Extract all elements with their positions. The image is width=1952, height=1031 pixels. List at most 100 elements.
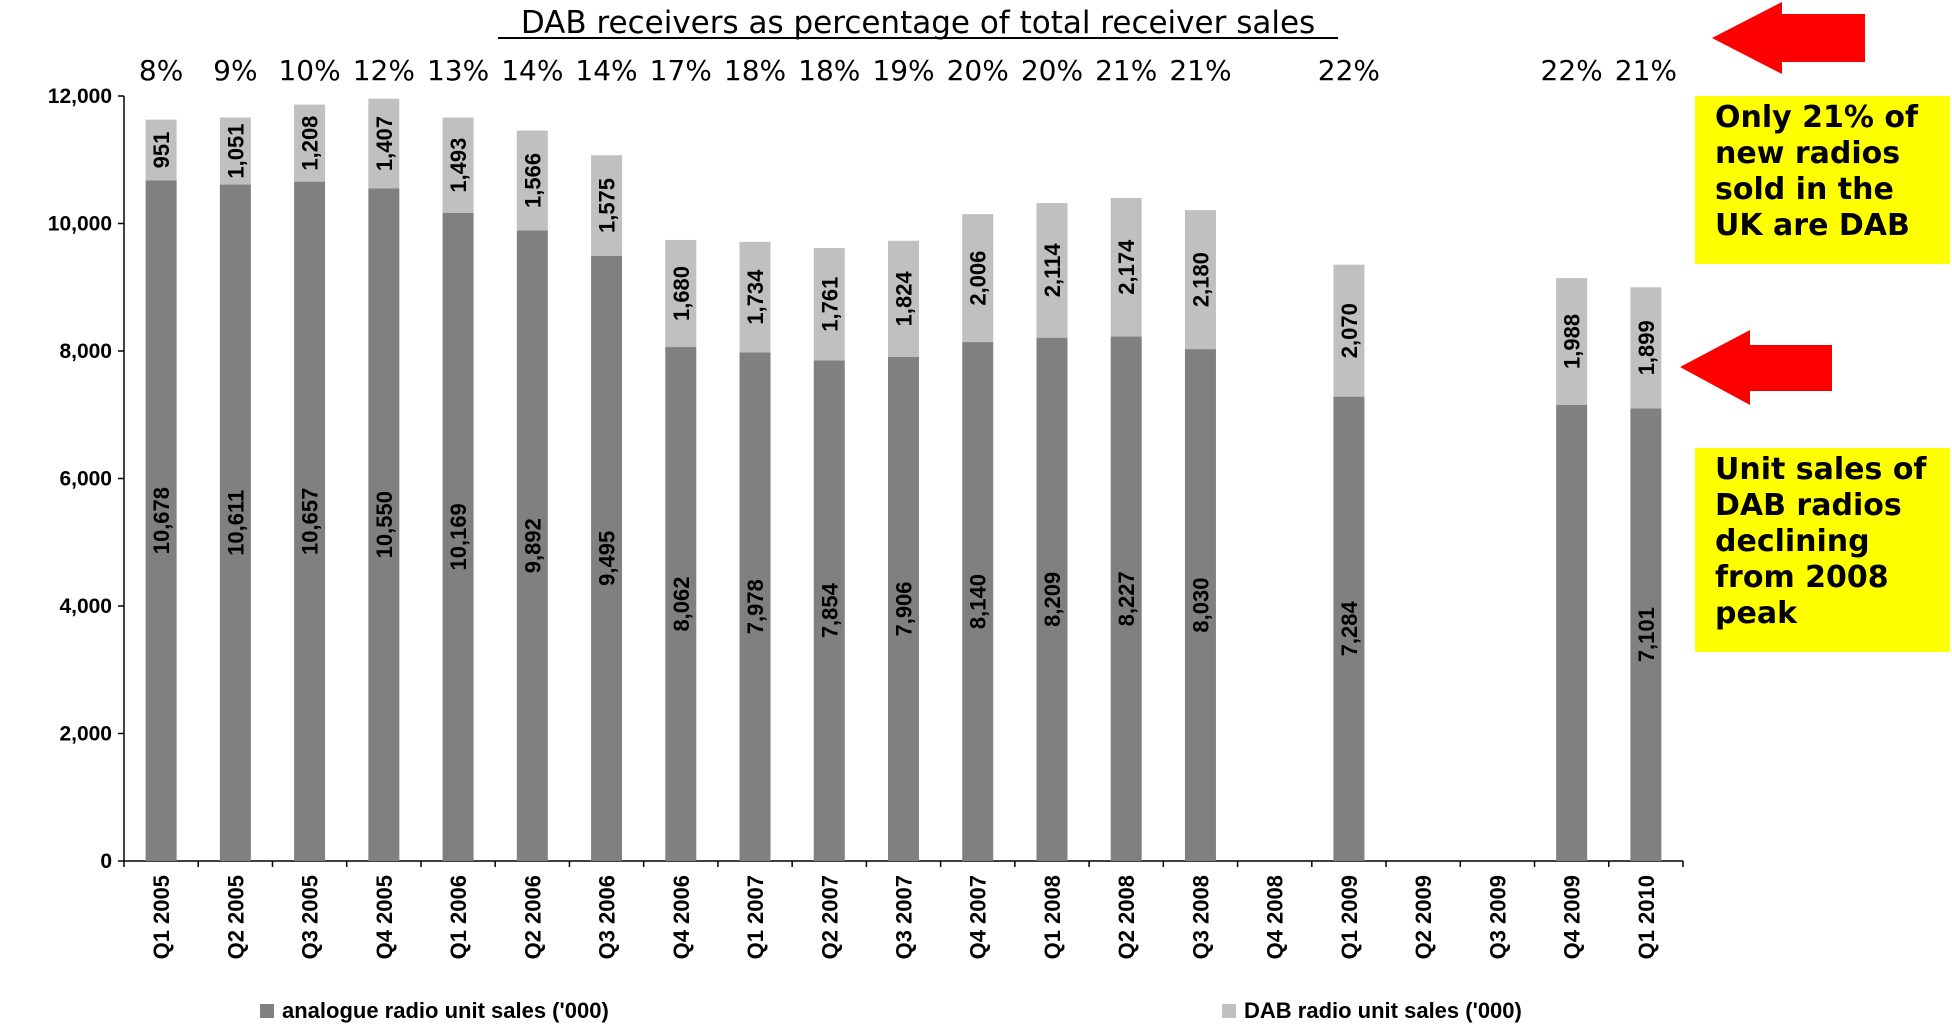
bar-dab <box>888 240 919 357</box>
data-label-analogue: 10,678 <box>149 487 174 554</box>
bar-analogue <box>368 188 400 861</box>
y-tick-label: 0 <box>100 850 112 873</box>
percent-label: 21% <box>1095 54 1157 87</box>
data-label-analogue: 9,892 <box>520 518 545 573</box>
x-tick-label: Q4 2005 <box>372 875 397 959</box>
x-tick-label: Q3 2006 <box>595 875 620 959</box>
data-label-dab: 2,180 <box>1188 252 1213 307</box>
bar-dab <box>962 214 994 343</box>
data-label-dab: 2,174 <box>1114 239 1139 295</box>
data-label-dab: 951 <box>149 132 174 169</box>
bar-analogue <box>591 255 623 862</box>
bar-dab <box>1036 202 1068 338</box>
data-label-analogue: 10,550 <box>372 491 397 558</box>
x-tick-label: Q1 2008 <box>1040 875 1065 959</box>
data-label-dab: 1,493 <box>446 138 471 193</box>
percent-label: 21% <box>1169 54 1231 87</box>
percent-label: 20% <box>1021 54 1083 87</box>
data-label-analogue: 8,227 <box>1114 571 1139 626</box>
data-label-dab: 1,988 <box>1560 314 1585 369</box>
bar-analogue <box>888 356 919 861</box>
bar-analogue <box>145 180 177 862</box>
y-tick-label: 10,000 <box>48 213 112 236</box>
percent-label: 12% <box>353 54 415 87</box>
percent-label: 17% <box>650 54 712 87</box>
percent-label: 8% <box>139 54 183 87</box>
bar-analogue <box>516 230 548 861</box>
bar-dab <box>813 248 845 361</box>
data-label-analogue: 10,169 <box>446 503 471 570</box>
percent-label: 14% <box>501 54 563 87</box>
percent-label: 13% <box>427 54 489 87</box>
x-tick-label: Q2 2009 <box>1411 875 1436 959</box>
callout-dab-share: Only 21% of new radios sold in the UK ar… <box>1695 96 1950 264</box>
chart-title: DAB receivers as percentage of total rec… <box>521 5 1315 41</box>
bar-analogue <box>442 212 474 861</box>
x-tick-label: Q2 2008 <box>1114 875 1139 959</box>
bar-dab <box>1184 210 1216 350</box>
percent-label: 9% <box>213 54 257 87</box>
bar-analogue <box>219 184 251 861</box>
x-tick-label: Q2 2007 <box>817 875 842 959</box>
data-label-dab: 1,208 <box>298 116 323 171</box>
x-tick-label: Q3 2005 <box>298 875 323 959</box>
y-tick-label: 12,000 <box>48 85 112 108</box>
percent-label: 18% <box>724 54 786 87</box>
data-label-analogue: 7,101 <box>1634 607 1659 662</box>
percent-label: 18% <box>798 54 860 87</box>
x-tick-label: Q1 2007 <box>743 875 768 959</box>
x-tick-label: Q4 2009 <box>1560 875 1585 959</box>
bar-dab <box>145 119 177 181</box>
data-label-dab: 1,407 <box>372 116 397 171</box>
bar-dab <box>739 241 771 353</box>
x-tick-label: Q4 2007 <box>966 875 991 959</box>
data-label-analogue: 7,284 <box>1337 601 1362 657</box>
bar-dab <box>591 155 623 256</box>
data-label-analogue: 8,030 <box>1188 578 1213 633</box>
data-label-dab: 1,734 <box>743 269 768 325</box>
percent-label: 19% <box>872 54 934 87</box>
x-tick-label: Q3 2008 <box>1188 875 1213 959</box>
y-tick-label: 4,000 <box>59 595 112 618</box>
data-label-dab: 1,566 <box>520 153 545 208</box>
data-label-analogue: 8,140 <box>966 574 991 629</box>
legend-label-dab: DAB radio unit sales ('000) <box>1244 998 1522 1023</box>
data-label-dab: 1,051 <box>223 124 248 179</box>
bar-analogue <box>1556 404 1588 861</box>
arrow-icon <box>1680 330 1832 405</box>
bar-dab <box>1110 197 1142 337</box>
x-tick-label: Q1 2009 <box>1337 875 1362 959</box>
bar-analogue <box>1630 408 1662 861</box>
bar-analogue <box>739 352 771 861</box>
data-label-dab: 1,761 <box>817 277 842 332</box>
x-tick-label: Q1 2006 <box>446 875 471 959</box>
x-tick-label: Q2 2005 <box>223 875 248 959</box>
bar-analogue <box>813 360 845 861</box>
y-tick-label: 8,000 <box>59 340 112 363</box>
data-label-analogue: 7,978 <box>743 579 768 634</box>
x-tick-label: Q4 2006 <box>669 875 694 959</box>
percent-label: 20% <box>947 54 1009 87</box>
legend-swatch-analogue <box>260 1004 274 1018</box>
bar-analogue <box>1333 396 1365 861</box>
bar-analogue <box>962 342 994 861</box>
bar-dab <box>516 130 548 231</box>
percent-label: 22% <box>1541 54 1603 87</box>
percent-label: 21% <box>1615 54 1677 87</box>
bar-analogue <box>1184 349 1216 861</box>
data-label-dab: 1,680 <box>669 266 694 321</box>
percent-label: 22% <box>1318 54 1380 87</box>
data-label-analogue: 7,854 <box>817 582 842 638</box>
legend-swatch-dab <box>1222 1004 1236 1018</box>
data-label-analogue: 9,495 <box>595 531 620 586</box>
x-tick-label: Q2 2006 <box>520 875 545 959</box>
bar-analogue <box>1110 336 1142 861</box>
arrow-icon <box>1712 2 1865 74</box>
bar-analogue <box>665 347 697 861</box>
x-tick-label: Q3 2009 <box>1485 875 1510 959</box>
percent-label: 10% <box>278 54 340 87</box>
data-label-dab: 2,114 <box>1040 243 1065 298</box>
data-label-analogue: 8,209 <box>1040 572 1065 627</box>
x-tick-label: Q3 2007 <box>892 875 917 959</box>
